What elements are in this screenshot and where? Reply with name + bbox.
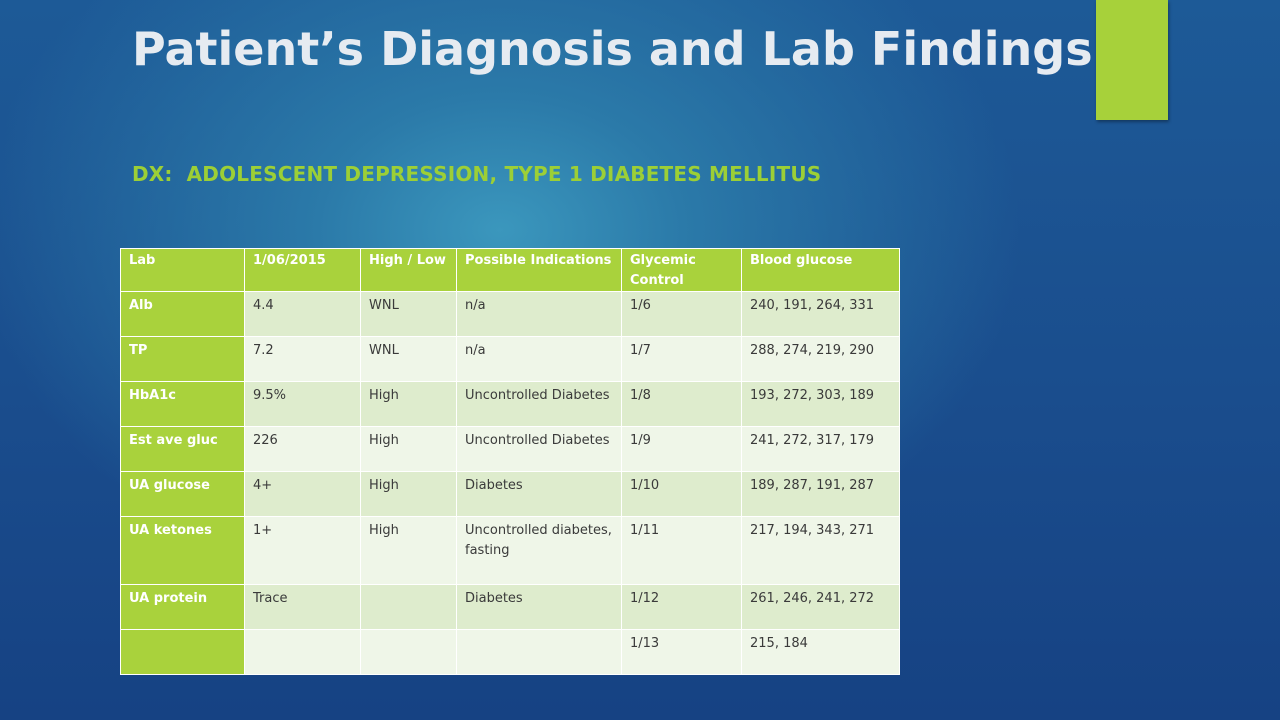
cell-indication: n/a: [456, 291, 622, 337]
table-row: HbA1c 9.5% High Uncontrolled Diabetes 1/…: [120, 381, 900, 427]
cell-value: 9.5%: [244, 381, 361, 427]
cell-high-low: [360, 629, 457, 675]
cell-value: Trace: [244, 584, 361, 630]
cell-lab: Alb: [120, 291, 245, 337]
cell-blood-glucose: 288, 274, 219, 290: [741, 336, 900, 382]
cell-lab: HbA1c: [120, 381, 245, 427]
cell-blood-glucose: 217, 194, 343, 271: [741, 516, 900, 585]
lab-findings-table: Lab 1/06/2015 High / Low Possible Indica…: [120, 248, 900, 675]
cell-value: [244, 629, 361, 675]
header-blood-glucose: Blood glucose: [741, 248, 900, 292]
cell-indication: Diabetes: [456, 471, 622, 517]
header-glycemic-control: Glycemic Control: [621, 248, 742, 292]
cell-value: 4+: [244, 471, 361, 517]
diagnosis-line: DX: ADOLESCENT DEPRESSION, TYPE 1 DIABETE…: [132, 162, 821, 186]
cell-glycemic-date: 1/13: [621, 629, 742, 675]
cell-lab: UA ketones: [120, 516, 245, 585]
cell-glycemic-date: 1/11: [621, 516, 742, 585]
cell-value: 4.4: [244, 291, 361, 337]
header-lab: Lab: [120, 248, 245, 292]
cell-high-low: High: [360, 426, 457, 472]
cell-glycemic-date: 1/6: [621, 291, 742, 337]
table-row: UA protein Trace Diabetes 1/12 261, 246,…: [120, 584, 900, 630]
cell-indication: Uncontrolled diabetes, fasting: [456, 516, 622, 585]
cell-high-low: High: [360, 471, 457, 517]
cell-indication: n/a: [456, 336, 622, 382]
table-row: Est ave gluc 226 High Uncontrolled Diabe…: [120, 426, 900, 472]
accent-bar: [1096, 0, 1168, 120]
cell-indication: Diabetes: [456, 584, 622, 630]
cell-lab: [120, 629, 245, 675]
cell-lab: Est ave gluc: [120, 426, 245, 472]
cell-indication: Uncontrolled Diabetes: [456, 381, 622, 427]
cell-value: 226: [244, 426, 361, 472]
cell-value: 1+: [244, 516, 361, 585]
cell-high-low: High: [360, 516, 457, 585]
table-row: TP 7.2 WNL n/a 1/7 288, 274, 219, 290: [120, 336, 900, 382]
diagnosis-text: ADOLESCENT DEPRESSION, TYPE 1 DIABETES M…: [186, 162, 822, 186]
cell-blood-glucose: 193, 272, 303, 189: [741, 381, 900, 427]
cell-blood-glucose: 240, 191, 264, 331: [741, 291, 900, 337]
table-row: Alb 4.4 WNL n/a 1/6 240, 191, 264, 331: [120, 291, 900, 337]
table-header-row: Lab 1/06/2015 High / Low Possible Indica…: [120, 248, 900, 292]
cell-high-low: WNL: [360, 336, 457, 382]
cell-indication: [456, 629, 622, 675]
cell-lab: TP: [120, 336, 245, 382]
header-date: 1/06/2015: [244, 248, 361, 292]
cell-glycemic-date: 1/12: [621, 584, 742, 630]
cell-blood-glucose: 241, 272, 317, 179: [741, 426, 900, 472]
cell-high-low: [360, 584, 457, 630]
header-high-low: High / Low: [360, 248, 457, 292]
diagnosis-prefix: DX:: [132, 162, 173, 186]
cell-high-low: WNL: [360, 291, 457, 337]
cell-blood-glucose: 215, 184: [741, 629, 900, 675]
cell-glycemic-date: 1/9: [621, 426, 742, 472]
slide-title: Patient’s Diagnosis and Lab Findings: [132, 22, 1093, 76]
cell-lab: UA protein: [120, 584, 245, 630]
cell-glycemic-date: 1/8: [621, 381, 742, 427]
cell-lab: UA glucose: [120, 471, 245, 517]
table-row: UA ketones 1+ High Uncontrolled diabetes…: [120, 516, 900, 585]
cell-indication: Uncontrolled Diabetes: [456, 426, 622, 472]
cell-blood-glucose: 261, 246, 241, 272: [741, 584, 900, 630]
table-row: 1/13 215, 184: [120, 629, 900, 675]
cell-high-low: High: [360, 381, 457, 427]
cell-glycemic-date: 1/10: [621, 471, 742, 517]
cell-value: 7.2: [244, 336, 361, 382]
header-possible-indications: Possible Indications: [456, 248, 622, 292]
table-row: UA glucose 4+ High Diabetes 1/10 189, 28…: [120, 471, 900, 517]
cell-blood-glucose: 189, 287, 191, 287: [741, 471, 900, 517]
cell-glycemic-date: 1/7: [621, 336, 742, 382]
